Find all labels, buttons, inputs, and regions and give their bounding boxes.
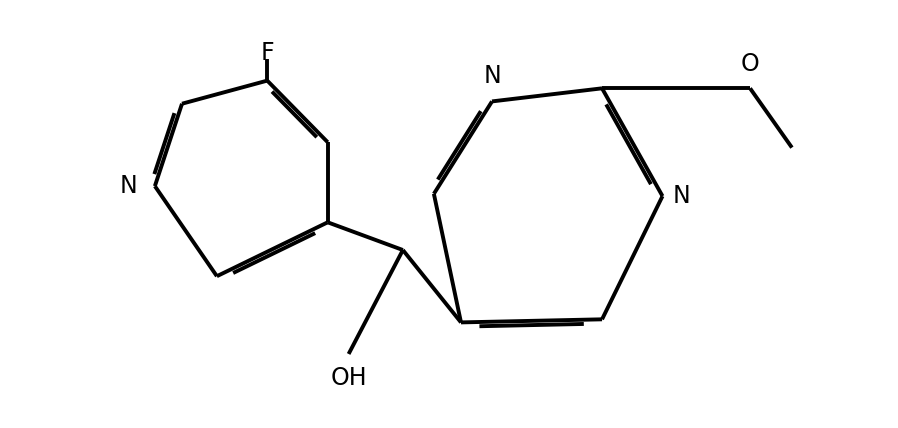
Text: N: N [483, 63, 501, 88]
Text: O: O [741, 52, 760, 76]
Text: F: F [260, 41, 274, 65]
Text: OH: OH [330, 366, 367, 389]
Text: N: N [120, 174, 137, 198]
Text: N: N [673, 184, 691, 208]
